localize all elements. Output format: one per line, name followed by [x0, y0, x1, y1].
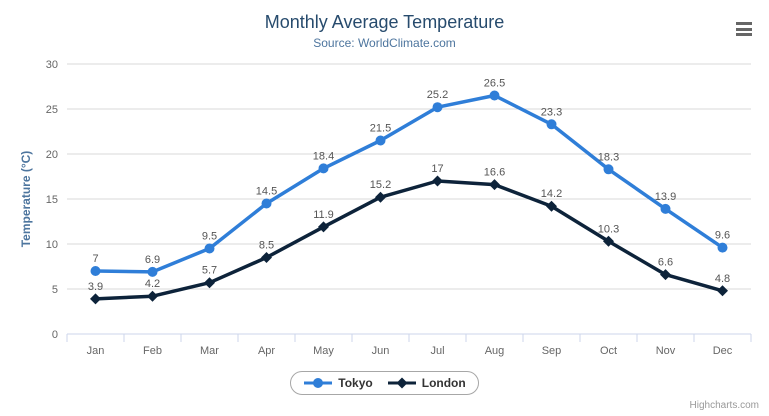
data-point-london-sep[interactable]	[546, 200, 557, 212]
hamburger-menu-icon	[736, 33, 752, 36]
series-line-london	[93, 179, 725, 301]
x-tick-label: Sep	[542, 345, 562, 357]
data-label-london-sep: 14.2	[541, 188, 562, 200]
y-tick-label: 25	[46, 104, 58, 116]
x-tick-label: Dec	[713, 345, 733, 357]
data-label-tokyo-feb: 6.9	[145, 254, 160, 266]
x-tick-label: Mar	[200, 345, 219, 357]
data-point-london-jul[interactable]	[432, 175, 443, 187]
data-point-tokyo-mar[interactable]	[204, 243, 215, 254]
data-label-tokyo-mar: 9.5	[202, 231, 217, 243]
data-label-london-jan: 3.9	[88, 281, 103, 293]
data-point-london-feb[interactable]	[147, 290, 158, 302]
legend-item-london[interactable]: London	[387, 376, 466, 390]
data-point-london-may[interactable]	[318, 221, 329, 233]
chart-subtitle: Source: WorldClimate.com	[313, 36, 456, 50]
x-tick-label: Jan	[87, 345, 105, 357]
data-label-london-jun: 15.2	[370, 179, 391, 191]
data-label-london-jul: 17	[431, 163, 443, 175]
data-label-tokyo-apr: 14.5	[256, 186, 277, 198]
data-point-london-nov[interactable]	[660, 269, 671, 281]
data-label-london-aug: 16.6	[484, 167, 505, 179]
legend-box: Tokyo London	[290, 371, 479, 395]
data-label-tokyo-jul: 25.2	[427, 89, 448, 101]
data-label-tokyo-jun: 21.5	[370, 123, 391, 135]
data-label-london-mar: 5.7	[202, 265, 217, 277]
y-tick-label: 15	[46, 194, 58, 206]
data-label-london-dec: 4.8	[715, 273, 730, 285]
y-tick-label: 10	[46, 239, 58, 251]
data-point-london-mar[interactable]	[204, 277, 215, 289]
hamburger-menu-icon	[736, 22, 752, 25]
data-point-tokyo-dec[interactable]	[717, 242, 728, 253]
legend-label-tokyo: Tokyo	[338, 376, 373, 390]
data-point-tokyo-oct[interactable]	[603, 164, 614, 175]
y-tick-label: 5	[52, 284, 58, 296]
legend-marker-tokyo	[304, 378, 333, 388]
data-point-london-dec[interactable]	[717, 285, 728, 297]
data-label-london-may: 11.9	[313, 209, 334, 221]
export-menu-button[interactable]	[733, 20, 755, 38]
data-point-london-apr[interactable]	[261, 252, 272, 263]
hamburger-menu-icon	[736, 27, 752, 31]
data-point-tokyo-jul[interactable]	[432, 102, 443, 113]
x-tick-label: Jul	[430, 345, 444, 357]
legend: Tokyo London	[0, 371, 769, 395]
data-label-tokyo-dec: 9.6	[715, 230, 730, 242]
data-point-london-oct[interactable]	[603, 235, 614, 247]
data-point-tokyo-apr[interactable]	[261, 198, 272, 209]
data-label-tokyo-sep: 23.3	[541, 106, 562, 118]
data-point-london-aug[interactable]	[489, 179, 500, 191]
data-point-tokyo-may[interactable]	[318, 163, 329, 174]
x-tick-label: May	[313, 345, 334, 357]
y-tick-label: 0	[52, 329, 58, 341]
x-tick-label: Nov	[656, 345, 676, 357]
x-tick-label: Jun	[372, 345, 390, 357]
data-point-tokyo-jun[interactable]	[375, 135, 386, 146]
credits-link[interactable]: Highcharts.com	[689, 400, 759, 411]
data-label-london-apr: 8.5	[259, 240, 274, 252]
legend-marker-london	[387, 377, 416, 389]
data-label-tokyo-aug: 26.5	[484, 78, 505, 90]
y-tick-label: 30	[46, 59, 58, 71]
legend-item-tokyo[interactable]: Tokyo	[303, 376, 373, 390]
x-tick-label: Aug	[485, 345, 505, 357]
x-tick-label: Feb	[143, 345, 162, 357]
data-point-tokyo-aug[interactable]	[489, 90, 500, 101]
series-line-tokyo	[93, 93, 725, 274]
data-point-tokyo-sep[interactable]	[546, 119, 557, 130]
data-label-london-feb: 4.2	[145, 278, 160, 290]
data-label-tokyo-nov: 13.9	[655, 191, 676, 203]
data-label-london-oct: 10.3	[598, 223, 619, 235]
data-point-london-jun[interactable]	[375, 191, 386, 203]
data-point-tokyo-nov[interactable]	[660, 203, 671, 214]
data-point-london-jan[interactable]	[90, 293, 101, 305]
y-tick-label: 20	[46, 149, 58, 161]
data-label-tokyo-jan: 7	[92, 253, 98, 265]
x-tick-label: Oct	[600, 345, 617, 357]
chart-title: Monthly Average Temperature	[264, 12, 505, 32]
x-tick-label: Apr	[258, 345, 275, 357]
data-point-tokyo-jan[interactable]	[90, 266, 101, 276]
data-label-tokyo-may: 18.4	[313, 150, 334, 162]
data-label-tokyo-oct: 18.3	[598, 151, 619, 163]
data-label-london-nov: 6.6	[658, 257, 673, 269]
legend-label-london: London	[421, 376, 466, 390]
data-point-tokyo-feb[interactable]	[147, 266, 158, 277]
